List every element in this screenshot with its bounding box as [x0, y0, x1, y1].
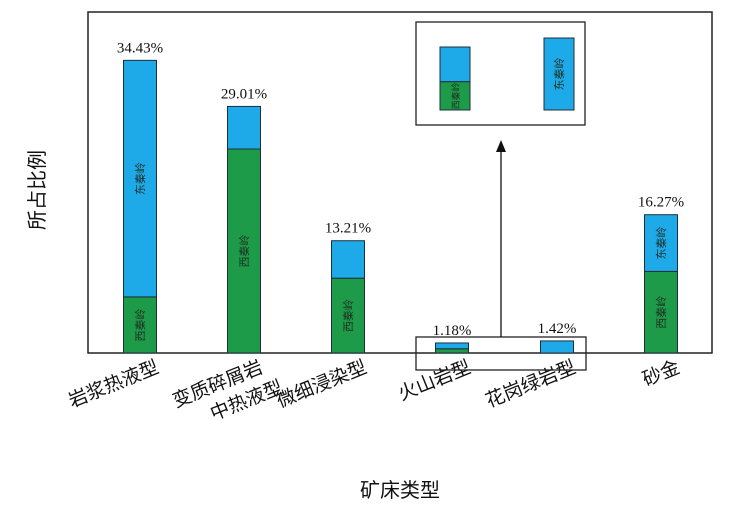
bar-seg-label-5-1: 东秦岭	[654, 227, 668, 260]
x-axis-title: 矿床类型	[360, 478, 440, 502]
bar-seg-label-5-0: 西秦岭	[654, 296, 668, 329]
category-label-0-0: 岩浆热液型	[66, 356, 162, 412]
bar-seg-west-3	[435, 348, 469, 354]
total-label-2: 13.21%	[325, 221, 371, 237]
inset-bar-seg-1-1	[543, 37, 575, 111]
inset-label-1-1: 东秦岭	[552, 58, 566, 91]
y-axis-title: 所占比例	[25, 150, 49, 230]
bar-seg-west-5	[644, 270, 678, 354]
inset-bar-seg-0-0	[439, 81, 471, 111]
bar-seg-label-0-0: 西秦岭	[133, 308, 147, 341]
bar-seg-east-5	[644, 214, 678, 272]
category-label-2-0: 微细浸染型	[274, 356, 370, 412]
category-label-3-0: 火山岩型	[395, 356, 474, 405]
bar-seg-west-0	[123, 296, 157, 354]
bar-seg-east-1	[227, 105, 261, 150]
bar-seg-label-1-0: 西秦岭	[237, 235, 251, 268]
total-label-0: 34.43%	[117, 40, 163, 56]
inset-label-0-0: 西秦岭	[450, 82, 462, 109]
inset-frame	[415, 21, 586, 126]
bar-seg-east-3	[435, 342, 469, 350]
bar-seg-east-2	[331, 240, 365, 279]
labels-group: 西秦岭东秦岭34.43%岩浆热液型西秦岭29.01%变质碎屑岩中热液型西秦岭13…	[66, 40, 685, 425]
inset-bar-seg-0-1	[439, 46, 471, 83]
bar-seg-east-0	[123, 59, 157, 298]
bar-seg-east-4	[540, 340, 574, 354]
bars-group	[123, 59, 678, 354]
category-label-5-0: 砂金	[639, 356, 682, 391]
total-label-5: 16.27%	[638, 195, 684, 211]
total-label-1: 29.01%	[221, 86, 267, 102]
bar-seg-west-2	[331, 277, 365, 354]
category-label-4-0: 花岗绿岩型	[483, 356, 579, 412]
plot-frame	[87, 11, 713, 354]
total-label-4: 1.42%	[538, 321, 577, 337]
bar-seg-label-2-0: 西秦岭	[341, 299, 355, 332]
arrow-head	[496, 140, 506, 152]
total-label-3: 1.18%	[433, 323, 472, 339]
inset-group: 西秦岭 东秦岭	[415, 21, 587, 371]
bar-seg-label-0-1: 东秦岭	[133, 162, 147, 195]
